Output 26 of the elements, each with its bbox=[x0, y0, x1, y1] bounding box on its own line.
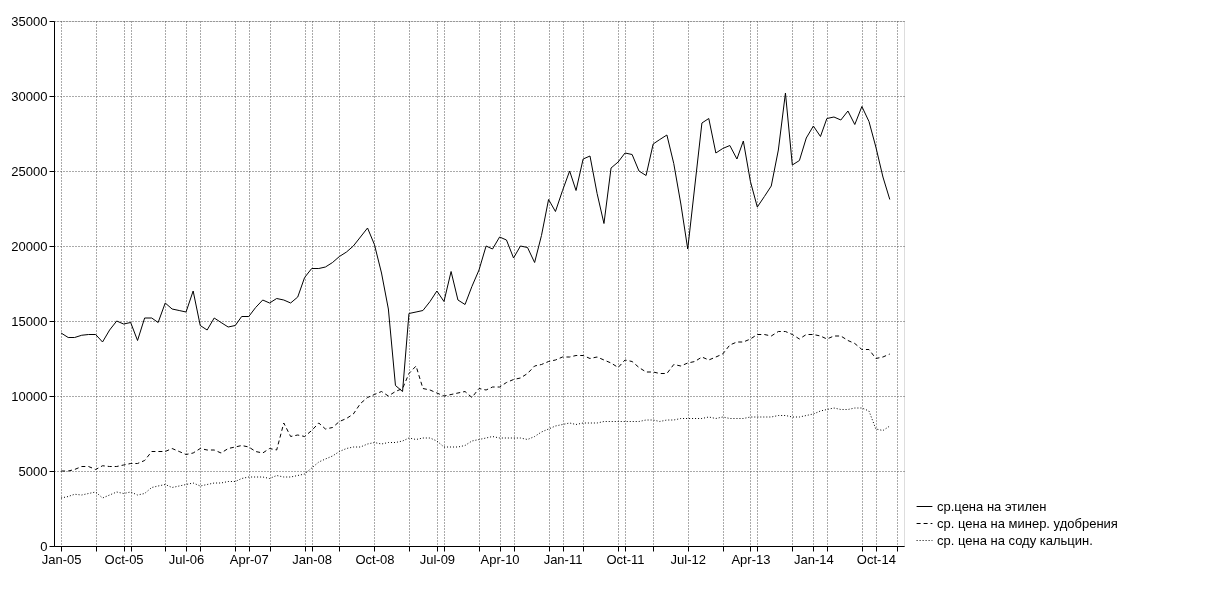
x-tick-label: Jul-06 bbox=[168, 551, 205, 567]
x-tick-label: Jul-12 bbox=[670, 551, 706, 567]
x-tick-label: Oct-05 bbox=[104, 551, 144, 567]
x-tick-label: Apr-13 bbox=[731, 551, 771, 567]
y-tick-label: 0 bbox=[40, 538, 48, 554]
line-series bbox=[60, 407, 891, 499]
y-tick-label: 5000 bbox=[18, 463, 48, 479]
y-tick-label: 20000 bbox=[11, 238, 48, 254]
y-tick-label: 30000 bbox=[11, 88, 48, 104]
x-tick-label: Apr-07 bbox=[229, 551, 269, 567]
x-tick-label: Oct-08 bbox=[355, 551, 395, 567]
x-tick-label: Jul-09 bbox=[419, 551, 456, 567]
legend-label: ср. цена на минер. удобрения bbox=[937, 515, 1118, 531]
x-tick-label: Jan-08 bbox=[292, 551, 333, 567]
legend-label: ср. цена на соду кальцин. bbox=[937, 532, 1093, 548]
x-tick-label: Jan-11 bbox=[543, 551, 583, 567]
x-tick-label: Jan-14 bbox=[793, 551, 834, 567]
x-tick-label: Oct-11 bbox=[606, 551, 645, 567]
x-tick-label: Oct-14 bbox=[856, 551, 896, 567]
legend-label: ср.цена на этилен bbox=[937, 498, 1047, 514]
y-tick-label: 10000 bbox=[11, 388, 48, 404]
x-tick-label: Apr-10 bbox=[480, 551, 520, 567]
y-tick-label: 35000 bbox=[11, 13, 48, 29]
x-tick-label: Jan-05 bbox=[41, 551, 82, 567]
y-tick-label: 25000 bbox=[11, 163, 48, 179]
y-tick-label: 15000 bbox=[11, 313, 48, 329]
